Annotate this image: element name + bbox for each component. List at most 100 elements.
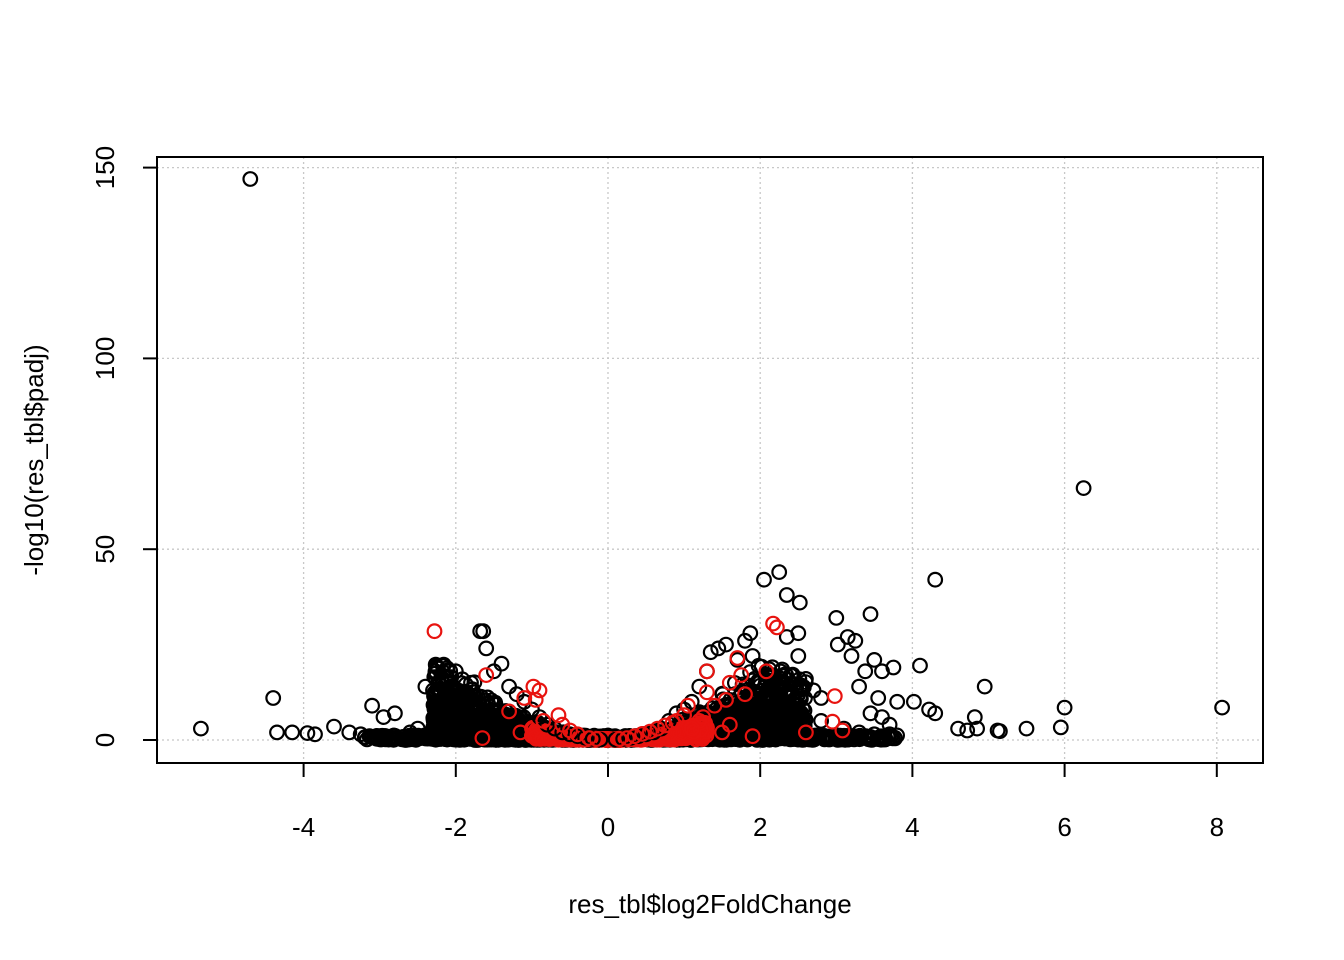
- y-tick-label: 50: [90, 535, 120, 564]
- data-point: [862, 606, 879, 622]
- data-point: [512, 724, 529, 741]
- data-point: [642, 723, 658, 740]
- data-point: [839, 629, 856, 645]
- data-point: [836, 720, 852, 737]
- data-point: [718, 636, 734, 653]
- data-point: [744, 648, 761, 664]
- data-point: [1056, 699, 1073, 716]
- data-point: [326, 718, 342, 735]
- point-cloud-marker: [772, 690, 789, 707]
- data-point: [611, 731, 628, 747]
- x-axis-title: res_tbl$log2FoldChange: [568, 889, 851, 919]
- data-point: [714, 724, 730, 741]
- data-point: [866, 652, 883, 668]
- data-point: [778, 629, 795, 645]
- data-point: [371, 728, 388, 745]
- data-point: [478, 640, 495, 657]
- data-point: [352, 726, 369, 743]
- data-point: [680, 697, 696, 714]
- point-cloud-marker: [427, 663, 444, 680]
- data-point: [885, 659, 902, 676]
- data-point: [824, 713, 841, 730]
- data-point: [866, 726, 883, 743]
- data-point: [341, 724, 358, 741]
- data-point: [668, 705, 685, 722]
- x-tick-label: 4: [905, 812, 919, 842]
- point-cloud-marker: [889, 727, 905, 744]
- data-point: [242, 171, 259, 187]
- data-point: [269, 724, 285, 741]
- data-point: [828, 610, 845, 626]
- grid-lines: [157, 157, 1263, 763]
- data-point: [550, 707, 567, 724]
- data-point: [950, 720, 966, 737]
- data-point: [790, 648, 807, 664]
- data-point: [798, 671, 814, 687]
- data-point: [539, 716, 555, 733]
- data-point: [649, 720, 666, 737]
- data-point: [752, 713, 769, 729]
- data-point: [463, 674, 479, 691]
- data-point: [758, 663, 775, 680]
- data-point: [683, 720, 700, 737]
- data-point: [706, 697, 723, 714]
- data-point: [683, 693, 700, 710]
- data-point: [1018, 720, 1035, 737]
- data-point: [1075, 480, 1092, 497]
- data-point: [826, 688, 843, 704]
- data-point: [889, 693, 906, 710]
- y-tick-label: 100: [90, 337, 120, 380]
- data-point: [516, 690, 533, 706]
- series-group: [426, 615, 851, 747]
- point-cloud-marker: [438, 730, 454, 746]
- data-point: [767, 720, 784, 737]
- point-cloud-marker: [794, 681, 811, 698]
- data-point: [554, 724, 571, 741]
- x-tick-label: -4: [292, 812, 315, 842]
- data-point: [847, 632, 864, 649]
- data-point: [733, 667, 750, 683]
- data-point: [409, 720, 426, 737]
- data-point: [744, 728, 761, 745]
- data-point: [307, 726, 323, 743]
- data-point: [959, 722, 976, 739]
- data-point: [699, 684, 715, 701]
- data-point: [721, 674, 738, 691]
- data-point: [710, 640, 727, 657]
- series-group: [192, 171, 1230, 748]
- data-point: [474, 730, 491, 746]
- data-point: [771, 564, 788, 580]
- point-cloud-marker: [790, 705, 807, 722]
- data-point: [455, 686, 472, 703]
- data-point: [702, 644, 719, 661]
- data-point: [927, 571, 944, 588]
- data-point: [834, 722, 851, 739]
- data-point: [851, 724, 867, 741]
- data-point: [813, 690, 829, 706]
- x-tick-label: 0: [601, 812, 615, 842]
- point-cloud-marker: [762, 687, 779, 703]
- data-point: [387, 705, 403, 722]
- data-point: [581, 730, 597, 746]
- point-cloud-marker: [733, 683, 750, 700]
- y-axis-title: -log10(res_tbl$padj): [19, 344, 49, 575]
- point-cloud-marker: [455, 728, 472, 744]
- data-point: [699, 663, 715, 680]
- data-point: [192, 720, 209, 737]
- data-point: [851, 678, 867, 695]
- y-tick-label: 150: [90, 146, 120, 189]
- point-cloud-marker: [851, 731, 868, 748]
- data-point: [778, 587, 795, 603]
- point-cloud-marker: [769, 713, 786, 729]
- data-point: [769, 619, 785, 636]
- data-point: [1052, 719, 1069, 736]
- data-point: [440, 697, 457, 714]
- data-points: [192, 171, 1230, 748]
- data-point: [782, 701, 799, 718]
- data-point: [588, 731, 605, 747]
- point-cloud-marker: [428, 658, 444, 674]
- data-point: [284, 724, 301, 741]
- data-point: [843, 648, 860, 664]
- data-point: [870, 690, 887, 706]
